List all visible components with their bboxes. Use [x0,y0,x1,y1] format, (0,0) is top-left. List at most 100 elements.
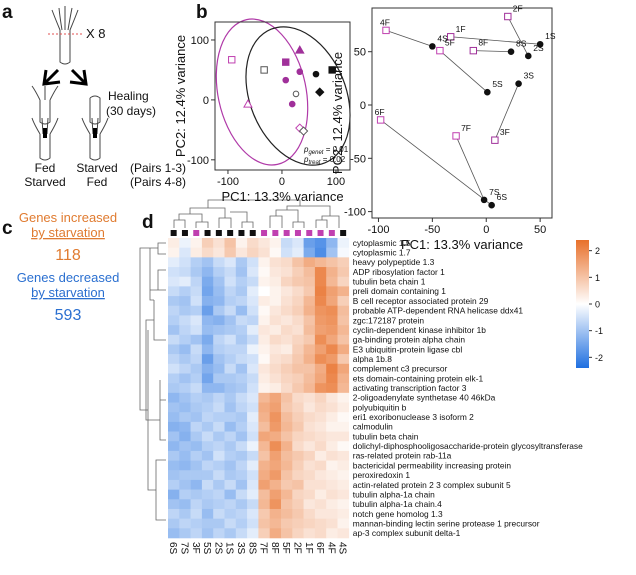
heat-cell [247,276,259,287]
heat-cell [337,518,350,529]
heat-cell [168,460,180,471]
point-label: 5S [492,79,503,89]
heat-cell [213,392,225,403]
label: Fed [35,161,56,175]
heat-cell [269,460,282,471]
heat-cell [292,363,304,374]
heat-cell [168,421,180,432]
heat-cell [168,383,180,394]
heat-cell [247,499,259,510]
heat-cell [337,508,350,519]
heat-cell [281,489,293,500]
heat-cell [258,441,270,452]
heat-cell [224,450,237,461]
heat-cell [190,470,203,481]
heat-cell [190,489,203,500]
heat-cell [224,421,237,432]
heat-cell [224,392,237,403]
heat-cell [190,431,203,442]
point [292,90,300,98]
heat-cell [168,431,180,442]
heat-cell [326,479,338,490]
heat-cell [213,296,225,307]
heat-cell [337,315,350,326]
heat-cell [326,518,338,529]
heat-cell [190,383,203,394]
heat-cell [201,238,214,248]
point [243,99,253,108]
heat-cell [213,470,225,481]
heat-cell [269,508,282,519]
heat-cell [337,325,350,336]
heat-cell [168,470,180,481]
heat-cell [269,334,282,345]
heat-cell [224,499,237,510]
heat-cell [292,334,304,345]
heat-cell [168,450,180,461]
heat-cell [292,286,304,297]
heat-cell [281,383,293,394]
heat-cell [337,528,350,539]
heat-cell [213,354,225,365]
heat-cell [235,334,248,345]
heat-cell [326,267,338,278]
heat-cell [235,489,248,500]
heat-cell [258,247,270,258]
row-label: eri1 exoribonuclease 3 isoform 2 [353,412,474,422]
heat-cell [314,499,327,510]
heat-cell [292,518,304,529]
point [488,201,495,209]
heat-cell [269,344,282,355]
point-label: 2S [533,43,544,53]
row-label: B cell receptor associated protein 29 [353,296,489,306]
heat-cell [179,315,191,326]
heat-cell [247,267,259,278]
heat-cell [281,470,293,481]
point-label: 6F [375,107,385,117]
y-axis-label: PC2: 12.4% variance [330,52,345,174]
y-tick-label: -100 [187,155,209,167]
heat-cell [269,286,282,297]
heat-cell [224,325,237,336]
heat-cell [292,402,304,413]
heat-cell [292,392,304,403]
heat-cell [303,489,316,500]
heat-cell [235,276,248,287]
point-label: 7S [489,187,500,197]
heat-cell [168,489,180,500]
heat-cell [190,305,203,316]
heat-cell [303,383,316,394]
heat-cell [213,412,225,423]
heat-cell [303,354,316,365]
heat-cell [337,286,350,297]
heat-cell [247,518,259,529]
column-marker [294,230,301,236]
heat-cell [258,354,270,365]
heat-cell [168,518,180,529]
heat-cell [235,450,248,461]
heat-cell [179,479,191,490]
panel-label: a [2,2,13,23]
heat-cell [235,373,248,384]
heat-cell [314,363,327,374]
heat-cell [326,305,338,316]
heat-cell [326,470,338,481]
heat-cell [168,508,180,519]
hydra-diagram [31,6,109,161]
heat-cell [235,402,248,413]
heat-cell [201,286,214,297]
heat-cell [292,276,304,287]
heat-cell [224,315,237,326]
heat-cell [303,344,316,355]
heat-cell [179,460,191,471]
heat-cell [190,518,203,529]
heat-cell [337,402,350,413]
summary-text: 118 [55,247,81,264]
heat-cell [258,470,270,481]
heat-cell [314,508,327,519]
heat-cell [269,518,282,529]
heat-cell [314,373,327,384]
heat-cell [314,257,327,268]
x-tick-label: 100 [327,176,345,188]
heat-cell [258,276,270,287]
